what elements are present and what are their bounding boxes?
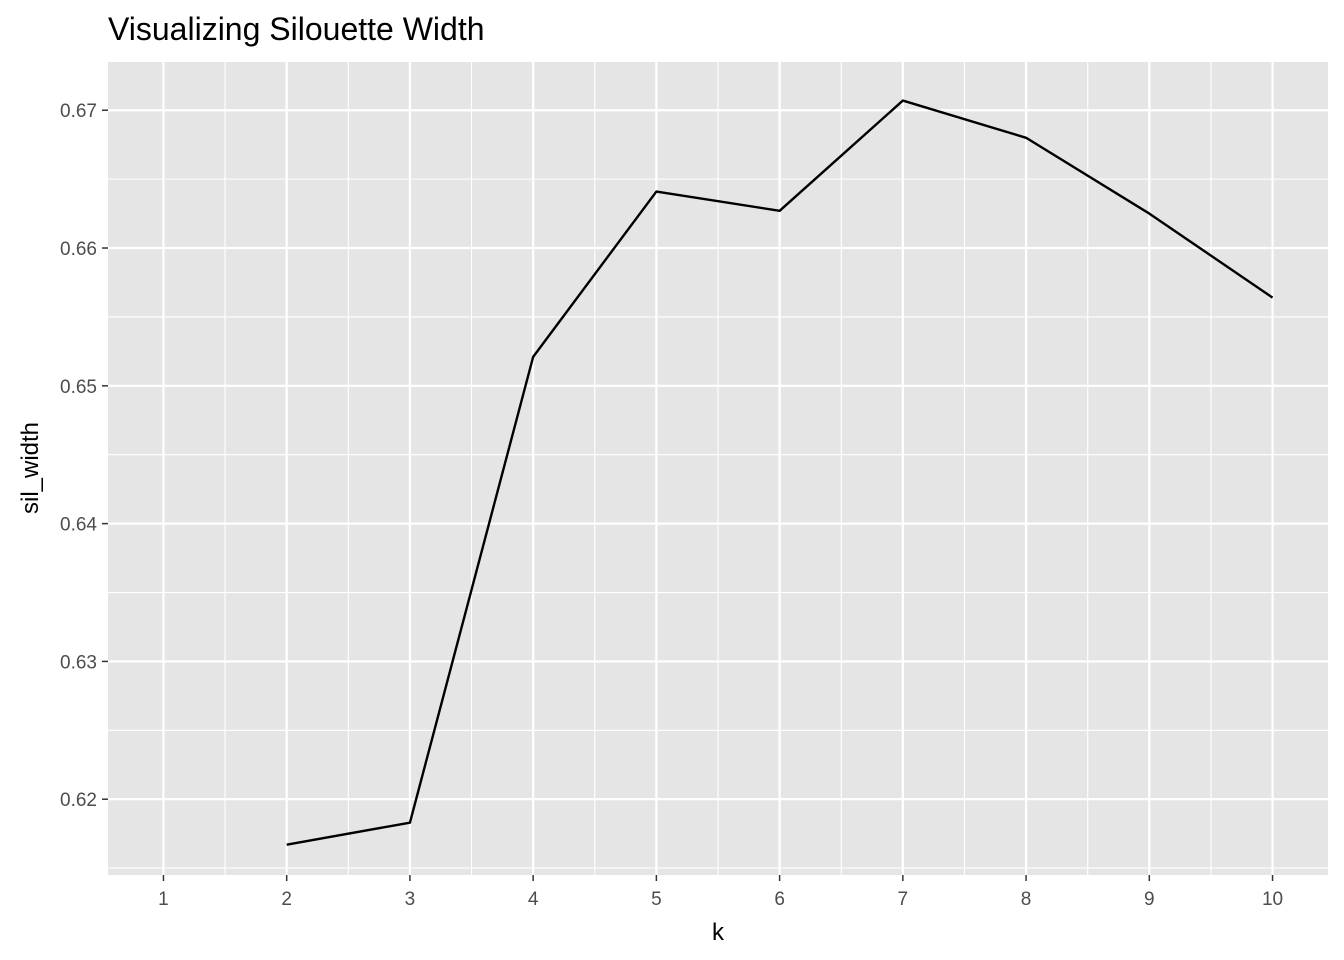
x-tick-label: 3 <box>405 889 416 910</box>
x-tick-label: 2 <box>281 889 292 910</box>
y-tick-label: 0.62 <box>60 790 97 811</box>
x-tick-label: 4 <box>528 889 539 910</box>
x-axis: 1 2 3 4 5 6 7 8 9 10 <box>158 875 1283 910</box>
x-axis-title: k <box>712 919 725 946</box>
series-line-sil-width <box>286 99 1274 846</box>
chart-title: Visualizing Silouette Width <box>108 11 485 47</box>
y-tick-label: 0.66 <box>60 239 97 260</box>
y-tick-label: 0.64 <box>60 515 97 536</box>
x-tick-label: 6 <box>774 889 785 910</box>
y-axis: 0.62 0.63 0.64 0.65 0.66 0.67 <box>60 101 108 811</box>
y-axis-title: sil_width <box>17 422 44 514</box>
x-tick-label: 9 <box>1144 889 1155 910</box>
x-tick-label: 8 <box>1021 889 1032 910</box>
y-tick-label: 0.63 <box>60 652 97 673</box>
y-tick-label: 0.67 <box>60 101 97 122</box>
grid-lines <box>108 62 1328 875</box>
y-tick-label: 0.65 <box>60 377 97 398</box>
series-group <box>286 99 1274 846</box>
x-tick-label: 1 <box>158 889 169 910</box>
x-tick-label: 7 <box>898 889 909 910</box>
x-tick-label: 5 <box>651 889 662 910</box>
x-tick-label: 10 <box>1262 889 1283 910</box>
